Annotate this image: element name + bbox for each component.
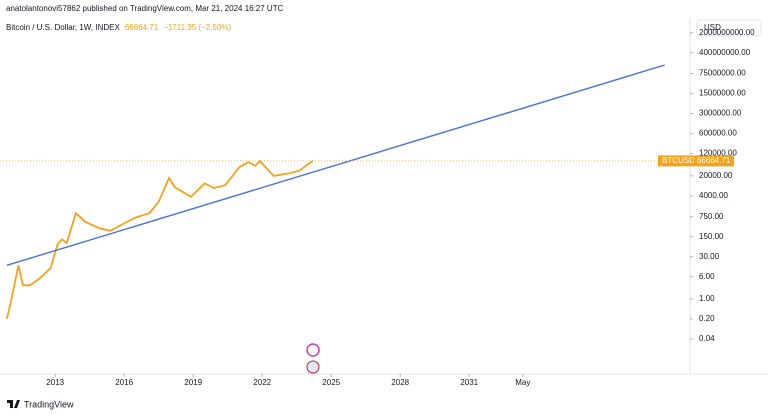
price-tag-value <box>694 155 734 167</box>
x-tick-label: 2013 <box>46 378 64 387</box>
y-tick-label: 600000.00 <box>699 129 737 138</box>
x-tick-label: 2022 <box>253 378 271 387</box>
y-tick-label: 120000.00 <box>699 149 737 158</box>
y-tick-label: 20000.00 <box>699 171 733 180</box>
price-line <box>6 159 314 320</box>
y-tick-label: 15000000.00 <box>699 89 746 98</box>
x-tick-label: May <box>515 378 530 387</box>
brand: TradingView <box>24 399 74 409</box>
y-tick-label: 75000000.00 <box>699 69 746 78</box>
y-tick-label: 30.00 <box>699 252 720 261</box>
price-tag-name <box>658 155 694 167</box>
y-tick-label: 0.20 <box>699 314 715 323</box>
y-tick-label: 150.00 <box>699 232 724 241</box>
footer-logo <box>7 400 20 408</box>
plot-area <box>6 64 665 320</box>
x-tick-label: 2031 <box>460 378 478 387</box>
y-tick-label: 4000.00 <box>699 191 728 200</box>
currency-box[interactable] <box>696 19 762 37</box>
legend-item: −1711.35 (−2.50%) <box>163 23 231 32</box>
y-tick-label: 2000000000.00 <box>699 28 755 37</box>
event-icons <box>306 343 320 374</box>
y-tick-label: 400000000.00 <box>699 48 751 57</box>
y-tick-label: 1.00 <box>699 294 715 303</box>
currency: USD <box>704 23 721 32</box>
y-tick-label: 6.00 <box>699 272 715 281</box>
event-icon[interactable] <box>306 343 320 357</box>
price-tag-symbol: BTCUSD <box>662 156 695 165</box>
x-tick-label: 2028 <box>391 378 409 387</box>
y-tick-label: 3000000.00 <box>699 109 742 118</box>
author-line: anatolantonovi57862 published on Trading… <box>6 4 284 13</box>
price-line <box>6 64 665 266</box>
y-tick-label: 750.00 <box>699 212 724 221</box>
logo <box>7 400 20 408</box>
x-tick-label: 2019 <box>184 378 202 387</box>
x-tick-label: 2025 <box>322 378 340 387</box>
y-tick-label: 0.04 <box>699 334 715 343</box>
legend-item: Bitcoin / U.S. Dollar, 1W, INDEX <box>6 23 120 32</box>
x-tick-label: 2016 <box>115 378 133 387</box>
legend: Bitcoin / U.S. Dollar, 1W, INDEX 66664.71… <box>6 23 231 32</box>
legend-item: 66664.71 <box>125 23 159 32</box>
event-icon[interactable] <box>306 360 320 374</box>
price-tag-label: 66664.71 <box>697 156 731 165</box>
